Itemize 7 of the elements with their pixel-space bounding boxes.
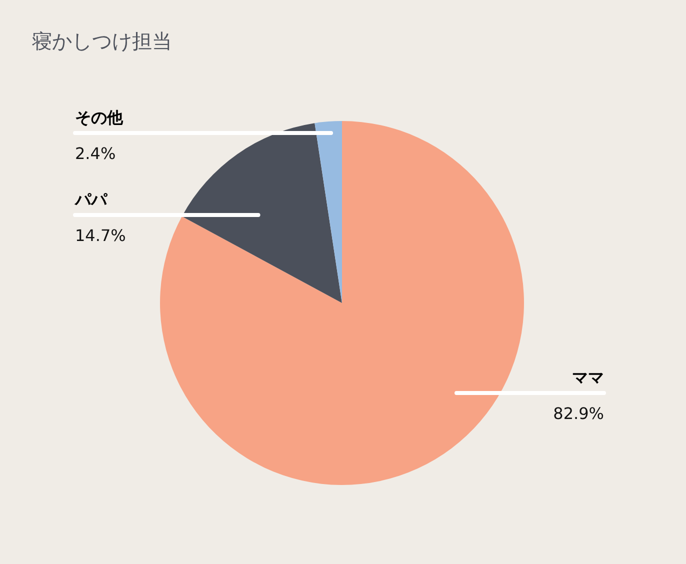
data-label: 82.9%: [553, 404, 604, 423]
chart-title: 寝かしつけ担当: [32, 29, 172, 53]
slice-label: ママ: [572, 368, 604, 387]
slice-label: その他: [75, 108, 124, 127]
data-label: 2.4%: [75, 144, 116, 163]
slice-label: パパ: [74, 190, 108, 209]
data-label: 14.7%: [75, 226, 126, 245]
